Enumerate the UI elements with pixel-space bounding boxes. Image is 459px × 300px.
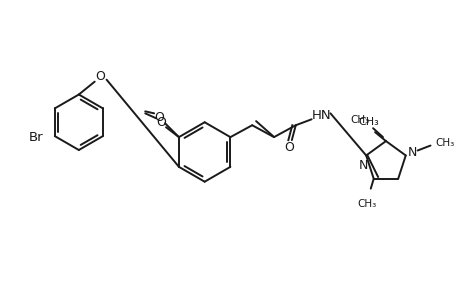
Text: CH₃: CH₃ (358, 117, 379, 127)
Text: O: O (154, 111, 164, 124)
Text: HN: HN (311, 109, 330, 122)
Text: CH₃: CH₃ (350, 115, 369, 125)
Text: CH₃: CH₃ (435, 138, 454, 148)
Text: O: O (156, 116, 166, 129)
Text: Br: Br (28, 130, 43, 144)
Text: N: N (407, 146, 416, 159)
Text: CH₃: CH₃ (356, 199, 375, 208)
Text: O: O (139, 102, 140, 104)
Text: O: O (95, 70, 106, 83)
Text: methoxy: methoxy (134, 107, 140, 108)
Text: O: O (283, 140, 293, 154)
Text: N: N (358, 159, 367, 172)
